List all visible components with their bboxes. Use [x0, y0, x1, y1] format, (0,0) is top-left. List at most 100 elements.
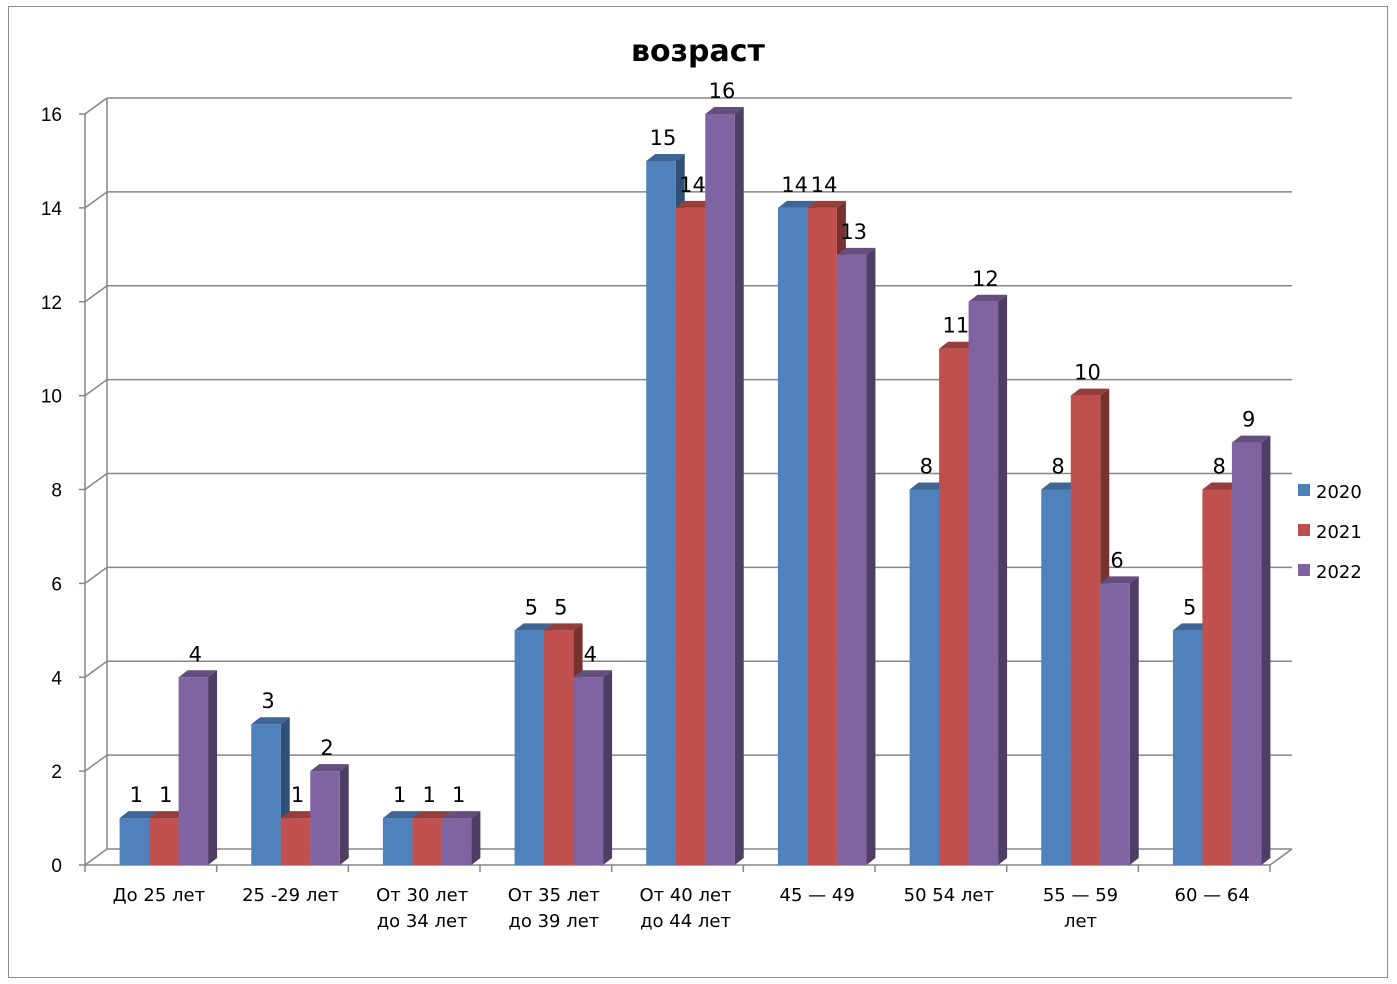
bar: [573, 670, 613, 865]
bar-top: [544, 623, 583, 631]
data-label: 8: [920, 455, 933, 479]
bar-top: [705, 107, 744, 114]
x-tick-label: 45 — 49: [780, 885, 855, 906]
bar-front: [544, 630, 574, 865]
data-label: 6: [1110, 548, 1123, 572]
bar-front: [939, 348, 969, 865]
bar-front: [909, 489, 940, 865]
bar-side: [1261, 435, 1271, 865]
x-tick-label: до 39 лет: [508, 911, 599, 932]
x-tick-label: 55 — 59: [1043, 885, 1118, 906]
bar-front: [968, 301, 999, 865]
bar-top: [675, 200, 715, 208]
x-tick-label: 50 54 лет: [904, 885, 994, 906]
bar-front: [1231, 442, 1262, 865]
bar-top: [178, 670, 218, 678]
x-tick-label: От 30 лет: [376, 885, 468, 906]
data-label: 1: [422, 783, 435, 807]
x-tick-label: до 34 лет: [377, 911, 468, 932]
bar: [310, 764, 349, 865]
data-label: 11: [942, 314, 969, 338]
gridline-side: [84, 379, 108, 397]
y-tick-label: 4: [51, 668, 62, 689]
bar-top: [646, 153, 685, 161]
gridline-side: [84, 285, 108, 303]
chart-title: возраст: [631, 34, 766, 69]
bar: [705, 107, 744, 865]
data-label: 12: [972, 267, 999, 291]
data-label: 1: [393, 783, 406, 807]
bar-top: [968, 294, 1008, 302]
bar-front: [1070, 395, 1101, 865]
bar-top: [149, 811, 188, 819]
x-tick-label: до 44 лет: [640, 911, 731, 932]
bar-front: [382, 818, 413, 865]
bar-top: [1070, 388, 1110, 396]
y-tick-label: 10: [41, 387, 62, 408]
y-tick-label: 16: [41, 105, 62, 126]
bar-side: [339, 764, 349, 865]
bar: [178, 670, 218, 865]
bar-front: [807, 207, 837, 865]
data-label: 16: [709, 79, 736, 103]
floor-edge: [1269, 848, 1293, 866]
bar-top: [1231, 435, 1271, 443]
bar-top: [1172, 623, 1212, 631]
gridline-side: [84, 472, 108, 491]
bar-side: [603, 670, 613, 865]
bar: [836, 247, 876, 865]
x-tick-label: От 35 лет: [508, 885, 600, 906]
bar-side: [998, 294, 1008, 865]
bar-top: [836, 247, 876, 255]
data-label: 14: [679, 173, 706, 197]
data-label: 8: [1051, 455, 1064, 479]
bar-top: [807, 200, 846, 208]
bars: [119, 107, 1271, 865]
data-label: 3: [261, 689, 274, 713]
bar: [1231, 435, 1271, 865]
gridline-side: [84, 566, 108, 584]
x-tick-label: 25 -29 лет: [242, 885, 339, 906]
y-tick-label: 14: [41, 199, 63, 220]
bar-top: [777, 200, 817, 208]
bar-front: [1202, 489, 1232, 865]
bar-side: [1129, 576, 1139, 865]
bar-side: [866, 247, 876, 865]
bar-top: [280, 811, 320, 819]
legend-swatch: [1298, 524, 1310, 536]
gridline-side: [84, 754, 108, 772]
bar-front: [1100, 583, 1130, 865]
bar-front: [675, 207, 706, 865]
bar-side: [734, 107, 744, 865]
bar-top: [119, 811, 159, 819]
bar-top: [441, 811, 481, 819]
bar-top: [382, 811, 422, 819]
data-label: 2: [320, 736, 333, 760]
legend-swatch: [1298, 484, 1310, 496]
data-label: 8: [1212, 455, 1225, 479]
data-label: 9: [1242, 408, 1255, 432]
y-tick-label: 2: [51, 762, 62, 783]
data-label: 1: [452, 783, 465, 807]
legend-item: 2021: [1298, 522, 1362, 543]
bar-front: [573, 677, 604, 865]
legend: 2020 2021 2022: [1298, 482, 1362, 583]
legend-label: 2021: [1316, 522, 1362, 543]
x-tick-label: От 40 лет: [639, 885, 731, 906]
data-label: 1: [130, 783, 143, 807]
bar-front: [514, 630, 545, 865]
bar-front: [777, 207, 808, 865]
bar: [1100, 576, 1139, 865]
data-label: 4: [584, 642, 597, 666]
y-tick-label: 6: [51, 574, 62, 595]
bar-front: [646, 160, 676, 865]
bar-front: [119, 818, 150, 865]
bar-front: [441, 818, 472, 865]
legend-label: 2020: [1316, 482, 1362, 503]
bar-top: [1041, 482, 1080, 490]
data-label: 4: [189, 642, 202, 666]
bar-top: [251, 717, 290, 725]
legend-item: 2020: [1298, 482, 1362, 503]
